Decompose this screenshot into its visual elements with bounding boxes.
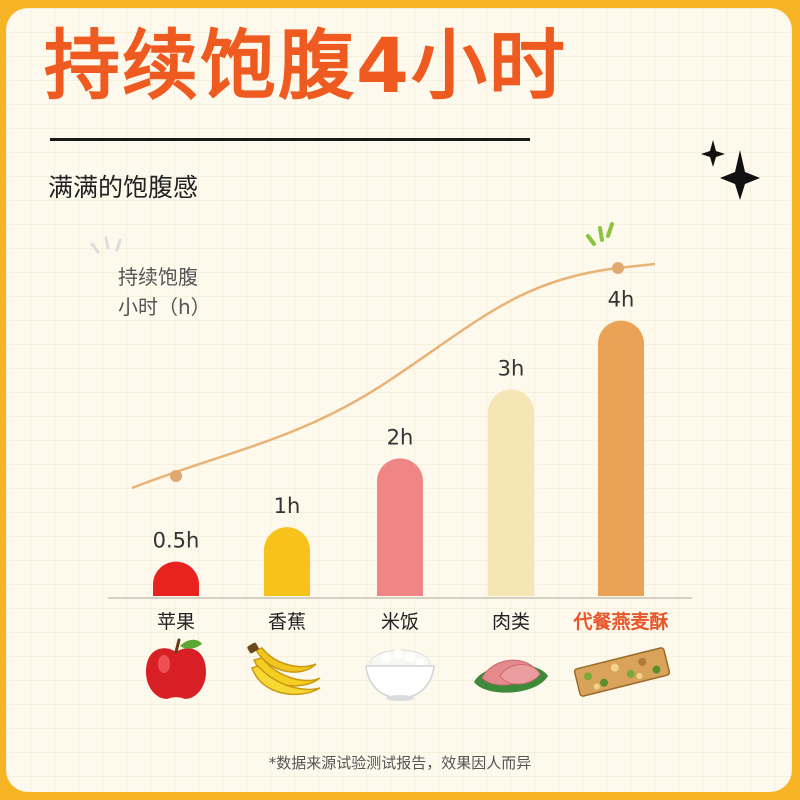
trend-line [131,262,656,490]
bar-1 [153,561,199,596]
category-label-4: 肉类 [492,611,530,633]
page-subtitle: 满满的饱腹感 [48,173,199,202]
bar-3 [377,458,423,596]
y-axis-label: 持续饱腹 小时（h） [118,262,211,322]
rice-bowl-icon [365,649,435,701]
bar-5 [598,320,644,596]
doodle-left [90,236,122,254]
category-label-1: 苹果 [157,611,195,633]
sparkle-icon [701,140,760,200]
value-label-5: 4h [608,288,635,312]
bar-2 [264,527,310,596]
footnote: *数据来源试验测试报告，效果因人而异 [268,754,532,772]
ticks-layer: 苹果 香蕉 米饭 肉类 代餐燕麦酥 [157,610,669,633]
trend-point-end [612,262,624,274]
y-axis-label-line2: 小时（h） [118,295,211,319]
banana-icon [247,642,321,696]
value-label-4: 3h [498,356,525,380]
value-label-2: 1h [274,494,301,518]
apple-icon [146,638,206,699]
y-axis-label-line1: 持续饱腹 [118,265,198,289]
oat-bar-icon [573,647,671,697]
value-label-3: 2h [387,425,414,449]
category-label-3: 米饭 [381,611,419,633]
bars-layer: 0.5h 1h 2h 3h 4h [153,288,644,596]
bar-4 [488,389,534,596]
value-label-1: 0.5h [153,529,200,553]
category-label-2: 香蕉 [268,611,306,633]
meat-icon [474,659,548,693]
page-title: 持续饱腹4小时 [44,21,567,110]
category-label-5: 代餐燕麦酥 [572,610,668,633]
title-divider [50,138,530,141]
trend-point-start [170,470,182,482]
doodle-right [586,222,614,246]
